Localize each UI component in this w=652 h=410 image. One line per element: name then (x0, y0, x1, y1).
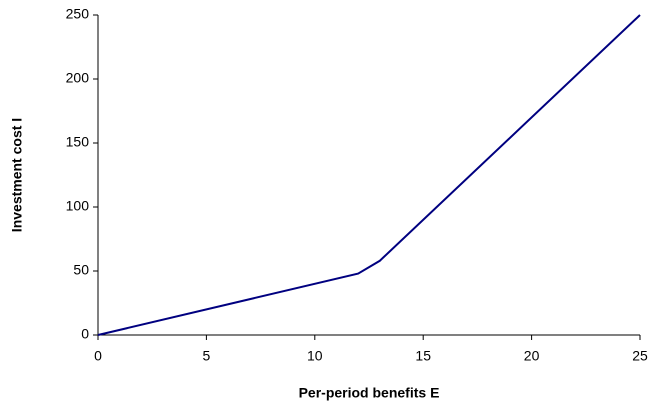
y-tick-label: 50 (73, 262, 89, 278)
y-tick-label: 100 (66, 198, 90, 214)
y-axis-label: Investment cost I (9, 118, 25, 232)
y-tick-label: 250 (66, 6, 90, 22)
x-tick-label: 10 (307, 348, 323, 364)
x-tick-label: 25 (632, 348, 648, 364)
y-tick-label: 0 (81, 326, 89, 342)
line-series (97, 14, 641, 336)
y-tick-label: 150 (66, 134, 90, 150)
x-tick-label: 0 (94, 348, 102, 364)
x-tick-label: 15 (415, 348, 431, 364)
x-tick-label: 5 (203, 348, 211, 364)
x-axis-label: Per-period benefits E (299, 385, 440, 401)
x-tick-label: 20 (524, 348, 540, 364)
y-tick-label: 200 (66, 70, 90, 86)
